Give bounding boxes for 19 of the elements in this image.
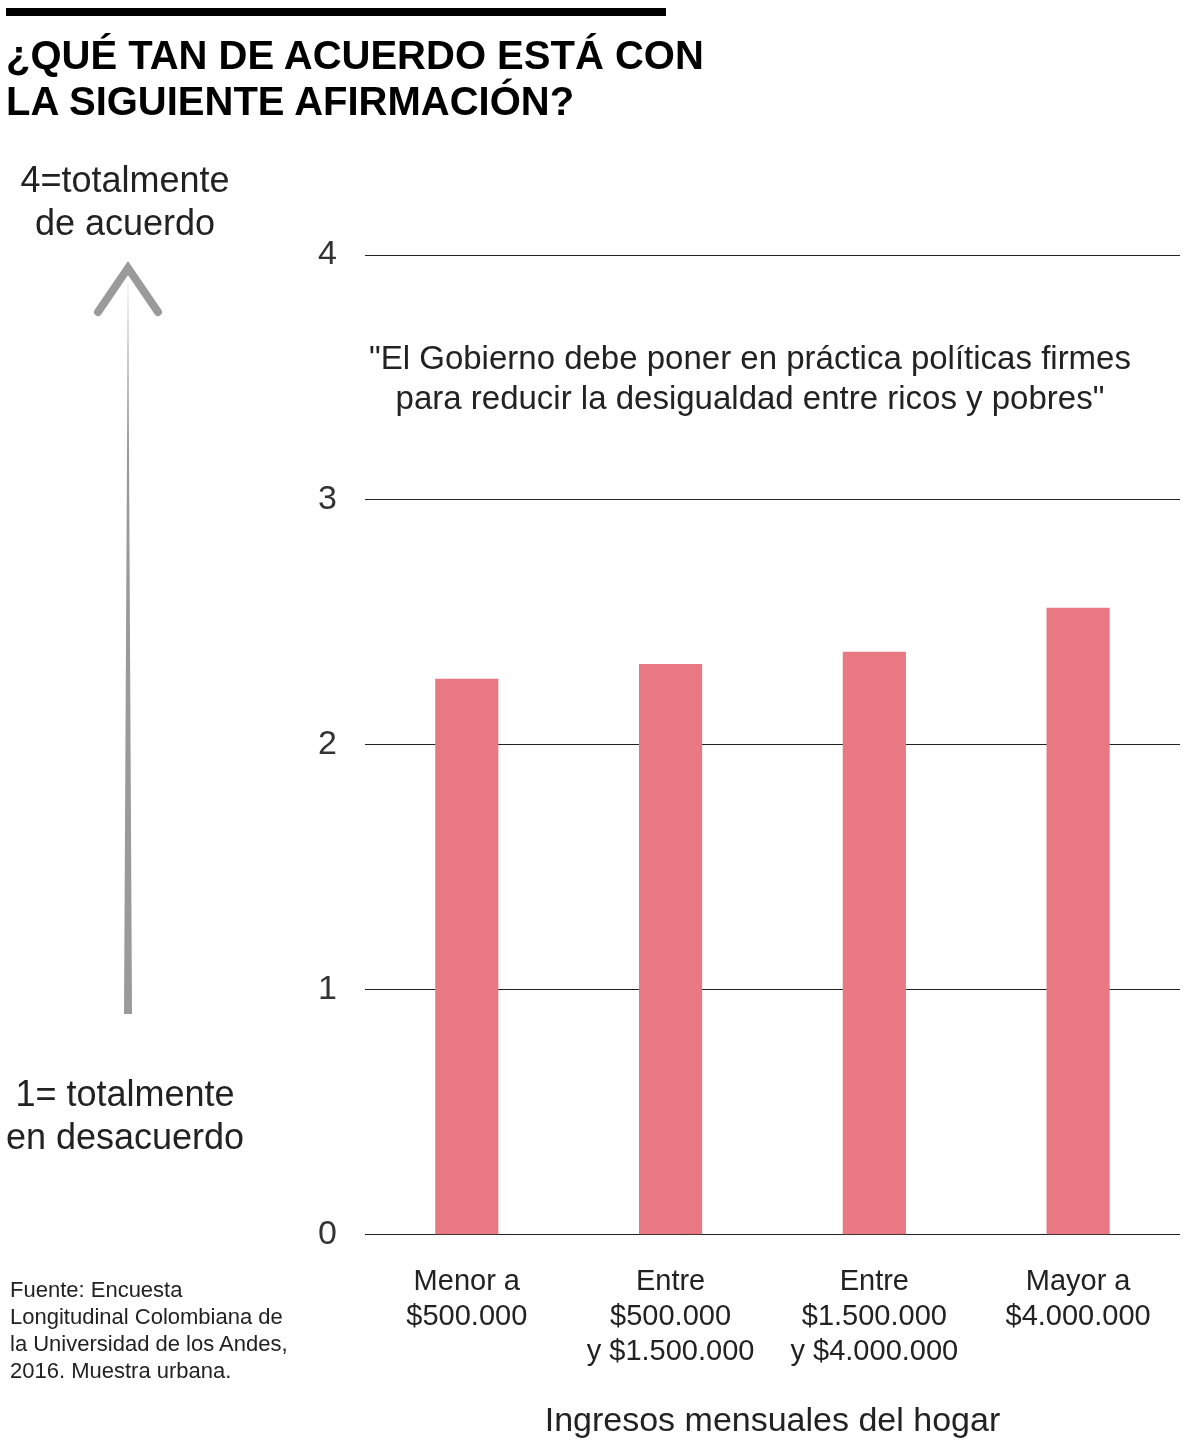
chart-title: ¿QUÉ TAN DE ACUERDO ESTÁ CON LA SIGUIENTE AFIRMACIÓN? <box>6 32 704 124</box>
bar <box>435 678 499 1235</box>
x-axis-title: Ingresos mensuales del hogar <box>544 1399 1001 1438</box>
source-note: Fuente: Encuesta Longitudinal Colombiana de la Universidad de los Andes, 2016. Muestra urbana. <box>10 1276 288 1384</box>
y-tick-label: 4 <box>317 233 337 272</box>
bar <box>1046 607 1110 1235</box>
bar <box>842 651 906 1235</box>
text: 4=totalmente de acuerdo <box>19 158 231 244</box>
y-tick-label: 1 <box>317 968 337 1007</box>
annotation: "El Gobierno debe poner en práctica políticas firmes para reducir la desigualdad entre ricos y pobres" <box>368 338 1132 418</box>
x-tick-label: Menor a $500.000 <box>406 1264 528 1331</box>
x-tick-label: Mayor a $4.000.000 <box>1005 1264 1151 1331</box>
x-tick-label: Entre $500.000 y $1.500.000 <box>586 1264 755 1366</box>
y-tick-label: 0 <box>317 1213 337 1252</box>
text: 1= totalmente en desacuerdo <box>4 1072 246 1158</box>
y-tick-label: 2 <box>317 723 337 762</box>
y-tick-label: 3 <box>317 478 337 517</box>
bar <box>638 664 703 1235</box>
x-tick-label: Entre $1.500.000 y $4.000.000 <box>790 1264 959 1366</box>
